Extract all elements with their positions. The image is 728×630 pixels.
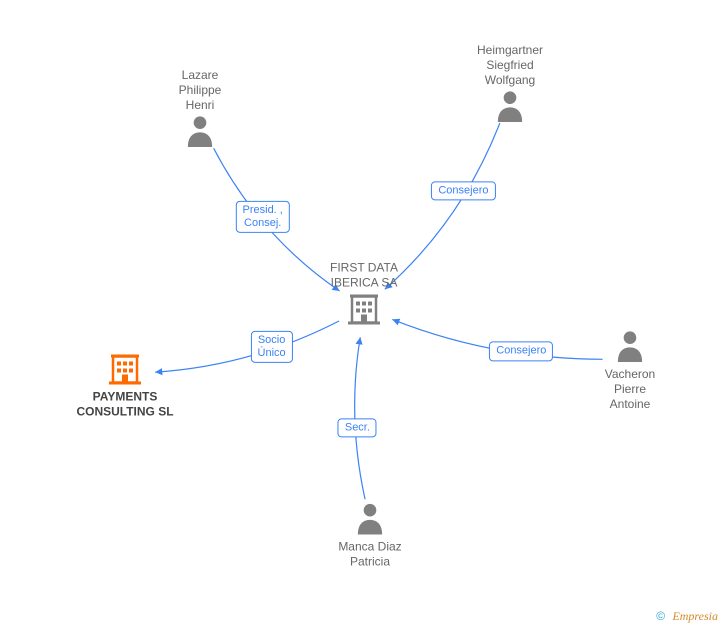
node-payments[interactable]: PAYMENTS CONSULTING SL bbox=[55, 351, 195, 420]
node-label: PAYMENTS CONSULTING SL bbox=[55, 390, 195, 420]
node-heimgartner[interactable]: Heimgartner Siegfried Wolfgang bbox=[440, 43, 580, 127]
node-label: Vacheron Pierre Antoine bbox=[560, 367, 700, 412]
person-icon bbox=[615, 328, 645, 367]
person-icon bbox=[495, 88, 525, 127]
node-label: Heimgartner Siegfried Wolfgang bbox=[440, 43, 580, 88]
edge-label: Consejero bbox=[489, 342, 553, 361]
edge-label: Consejero bbox=[431, 182, 495, 201]
edge-label: Socio Único bbox=[251, 331, 293, 363]
node-label: FIRST DATA IBERICA SA bbox=[294, 261, 434, 291]
watermark: © Empresia bbox=[656, 609, 718, 624]
brand-name: Empresia bbox=[672, 609, 718, 623]
node-manca[interactable]: Manca Diaz Patricia bbox=[300, 501, 440, 570]
person-icon bbox=[185, 113, 215, 152]
node-vacheron[interactable]: Vacheron Pierre Antoine bbox=[560, 328, 700, 412]
edge-label: Secr. bbox=[338, 418, 377, 437]
network-diagram: FIRST DATA IBERICA SA Lazare Philippe Hen… bbox=[0, 0, 728, 630]
person-icon bbox=[355, 501, 385, 540]
building-icon bbox=[348, 291, 380, 330]
copyright-symbol: © bbox=[656, 609, 665, 623]
building-icon bbox=[109, 351, 141, 390]
node-label: Manca Diaz Patricia bbox=[300, 540, 440, 570]
edge-label: Presid. , Consej. bbox=[236, 201, 290, 233]
node-lazare[interactable]: Lazare Philippe Henri bbox=[130, 68, 270, 152]
node-center[interactable]: FIRST DATA IBERICA SA bbox=[294, 261, 434, 330]
node-label: Lazare Philippe Henri bbox=[130, 68, 270, 113]
